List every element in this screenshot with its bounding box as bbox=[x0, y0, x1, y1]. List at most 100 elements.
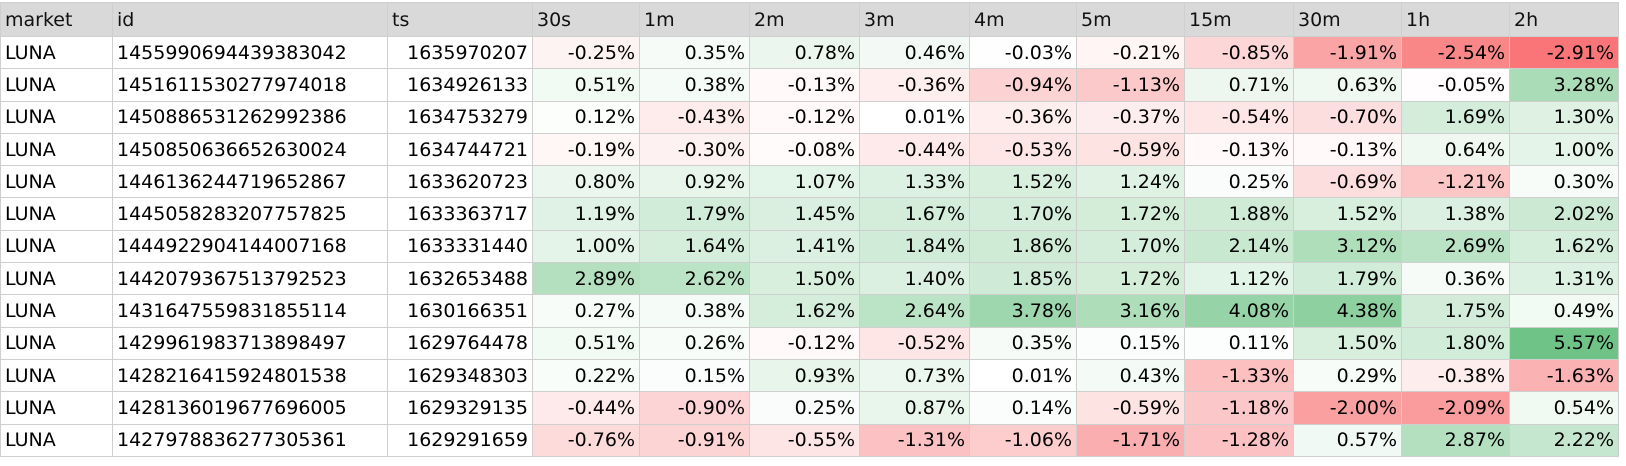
cell-pct[interactable]: 3.16% bbox=[1076, 294, 1185, 328]
cell-id[interactable]: 1428136019677696005 bbox=[112, 391, 388, 425]
cell-pct[interactable]: 5.57% bbox=[1509, 326, 1619, 360]
cell-id[interactable]: 1428216415924801538 bbox=[112, 358, 388, 393]
cell-pct[interactable]: -0.37% bbox=[1076, 100, 1185, 134]
cell-market[interactable]: LUNA bbox=[0, 68, 113, 102]
cell-pct[interactable]: -0.53% bbox=[969, 132, 1077, 167]
cell-pct[interactable]: 1.31% bbox=[1509, 262, 1619, 296]
column-header-30s[interactable]: 30s bbox=[532, 2, 640, 37]
cell-pct[interactable]: 0.43% bbox=[1076, 358, 1185, 393]
cell-pct[interactable]: 0.25% bbox=[749, 391, 860, 425]
cell-pct[interactable]: 0.57% bbox=[1293, 423, 1402, 457]
cell-pct[interactable]: -2.54% bbox=[1401, 35, 1510, 70]
cell-pct[interactable]: 1.30% bbox=[1509, 100, 1619, 134]
cell-pct[interactable]: -0.44% bbox=[859, 132, 970, 167]
cell-pct[interactable]: 1.19% bbox=[532, 197, 640, 231]
cell-pct[interactable]: 1.86% bbox=[969, 229, 1077, 264]
cell-pct[interactable]: 0.30% bbox=[1509, 165, 1619, 199]
cell-pct[interactable]: 2.89% bbox=[532, 262, 640, 296]
cell-pct[interactable]: -0.59% bbox=[1076, 391, 1185, 425]
cell-pct[interactable]: -0.13% bbox=[749, 68, 860, 102]
cell-pct[interactable]: 3.78% bbox=[969, 294, 1077, 328]
cell-pct[interactable]: 0.78% bbox=[749, 35, 860, 70]
cell-pct[interactable]: -0.91% bbox=[639, 423, 750, 457]
cell-pct[interactable]: -0.94% bbox=[969, 68, 1077, 102]
cell-market[interactable]: LUNA bbox=[0, 229, 113, 264]
cell-id[interactable]: 1429961983713898497 bbox=[112, 326, 388, 360]
cell-pct[interactable]: 0.11% bbox=[1184, 326, 1294, 360]
cell-pct[interactable]: 1.40% bbox=[859, 262, 970, 296]
cell-pct[interactable]: 0.92% bbox=[639, 165, 750, 199]
cell-pct[interactable]: -0.44% bbox=[532, 391, 640, 425]
cell-pct[interactable]: 1.75% bbox=[1401, 294, 1510, 328]
cell-pct[interactable]: 0.27% bbox=[532, 294, 640, 328]
cell-ts[interactable]: 1629348303 bbox=[387, 358, 533, 393]
cell-pct[interactable]: 0.64% bbox=[1401, 132, 1510, 167]
cell-pct[interactable]: 1.79% bbox=[1293, 262, 1402, 296]
column-header-3m[interactable]: 3m bbox=[859, 2, 970, 37]
cell-pct[interactable]: 2.14% bbox=[1184, 229, 1294, 264]
cell-id[interactable]: 1446136244719652867 bbox=[112, 165, 388, 199]
cell-market[interactable]: LUNA bbox=[0, 391, 113, 425]
cell-pct[interactable]: 1.00% bbox=[1509, 132, 1619, 167]
column-header-2h[interactable]: 2h bbox=[1509, 2, 1619, 37]
cell-pct[interactable]: -0.69% bbox=[1293, 165, 1402, 199]
cell-pct[interactable]: 2.22% bbox=[1509, 423, 1619, 457]
cell-pct[interactable]: 0.87% bbox=[859, 391, 970, 425]
cell-pct[interactable]: 1.00% bbox=[532, 229, 640, 264]
cell-pct[interactable]: 0.01% bbox=[859, 100, 970, 134]
cell-pct[interactable]: 0.63% bbox=[1293, 68, 1402, 102]
cell-pct[interactable]: 1.62% bbox=[749, 294, 860, 328]
cell-pct[interactable]: 0.35% bbox=[969, 326, 1077, 360]
cell-pct[interactable]: -0.08% bbox=[749, 132, 860, 167]
column-header-id[interactable]: id bbox=[112, 2, 388, 37]
cell-pct[interactable]: 1.45% bbox=[749, 197, 860, 231]
cell-pct[interactable]: -1.71% bbox=[1076, 423, 1185, 457]
cell-pct[interactable]: -1.13% bbox=[1076, 68, 1185, 102]
cell-pct[interactable]: 1.67% bbox=[859, 197, 970, 231]
cell-ts[interactable]: 1634753279 bbox=[387, 100, 533, 134]
column-header-market[interactable]: market bbox=[0, 2, 113, 37]
cell-pct[interactable]: 1.41% bbox=[749, 229, 860, 264]
cell-pct[interactable]: 0.51% bbox=[532, 326, 640, 360]
cell-market[interactable]: LUNA bbox=[0, 326, 113, 360]
cell-pct[interactable]: -0.05% bbox=[1401, 68, 1510, 102]
cell-pct[interactable]: 0.26% bbox=[639, 326, 750, 360]
cell-pct[interactable]: -0.12% bbox=[749, 326, 860, 360]
cell-id[interactable]: 1450886531262992386 bbox=[112, 100, 388, 134]
cell-pct[interactable]: -0.25% bbox=[532, 35, 640, 70]
cell-market[interactable]: LUNA bbox=[0, 358, 113, 393]
cell-pct[interactable]: 0.29% bbox=[1293, 358, 1402, 393]
cell-pct[interactable]: -1.91% bbox=[1293, 35, 1402, 70]
column-header-1h[interactable]: 1h bbox=[1401, 2, 1510, 37]
cell-pct[interactable]: 2.69% bbox=[1401, 229, 1510, 264]
cell-pct[interactable]: 1.69% bbox=[1401, 100, 1510, 134]
cell-pct[interactable]: 1.52% bbox=[969, 165, 1077, 199]
cell-pct[interactable]: -2.00% bbox=[1293, 391, 1402, 425]
cell-ts[interactable]: 1632653488 bbox=[387, 262, 533, 296]
cell-market[interactable]: LUNA bbox=[0, 423, 113, 457]
cell-pct[interactable]: -0.36% bbox=[969, 100, 1077, 134]
cell-pct[interactable]: 0.14% bbox=[969, 391, 1077, 425]
cell-pct[interactable]: 0.71% bbox=[1184, 68, 1294, 102]
cell-id[interactable]: 1442079367513792523 bbox=[112, 262, 388, 296]
cell-pct[interactable]: 1.52% bbox=[1293, 197, 1402, 231]
cell-pct[interactable]: 3.12% bbox=[1293, 229, 1402, 264]
column-header-ts[interactable]: ts bbox=[387, 2, 533, 37]
cell-pct[interactable]: -1.21% bbox=[1401, 165, 1510, 199]
cell-pct[interactable]: -1.31% bbox=[859, 423, 970, 457]
cell-pct[interactable]: -0.19% bbox=[532, 132, 640, 167]
cell-pct[interactable]: -0.13% bbox=[1293, 132, 1402, 167]
cell-pct[interactable]: -0.52% bbox=[859, 326, 970, 360]
cell-pct[interactable]: 1.38% bbox=[1401, 197, 1510, 231]
cell-pct[interactable]: -2.91% bbox=[1509, 35, 1619, 70]
cell-id[interactable]: 1455990694439383042 bbox=[112, 35, 388, 70]
cell-pct[interactable]: -1.28% bbox=[1184, 423, 1294, 457]
cell-pct[interactable]: 1.64% bbox=[639, 229, 750, 264]
cell-market[interactable]: LUNA bbox=[0, 100, 113, 134]
cell-ts[interactable]: 1634744721 bbox=[387, 132, 533, 167]
cell-pct[interactable]: 1.84% bbox=[859, 229, 970, 264]
cell-pct[interactable]: -0.38% bbox=[1401, 358, 1510, 393]
cell-pct[interactable]: 0.38% bbox=[639, 68, 750, 102]
cell-pct[interactable]: 1.80% bbox=[1401, 326, 1510, 360]
cell-pct[interactable]: 0.51% bbox=[532, 68, 640, 102]
